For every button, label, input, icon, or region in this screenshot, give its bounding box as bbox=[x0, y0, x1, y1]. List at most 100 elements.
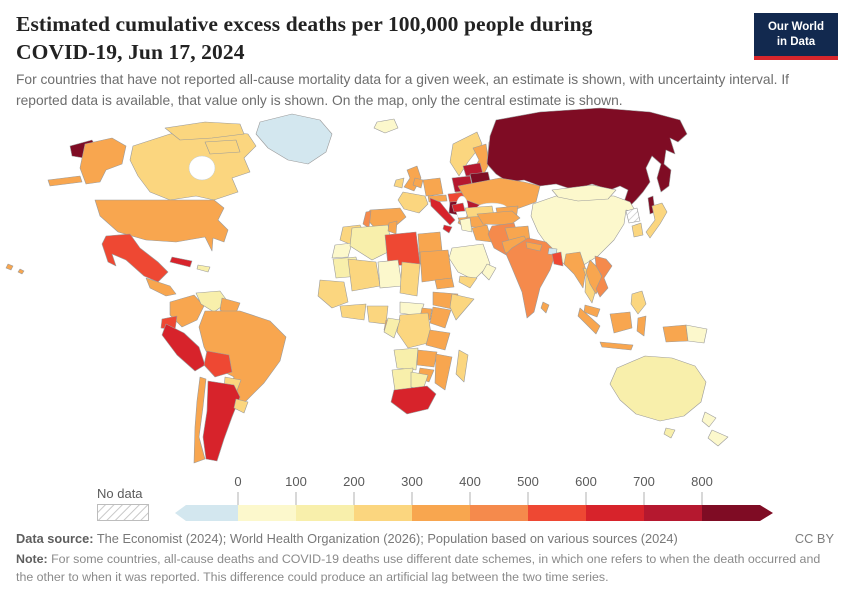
country-kenya[interactable] bbox=[430, 307, 451, 328]
map-legend: No data 0 100 200 300 400 500 600 700 80… bbox=[97, 474, 774, 521]
region-benelux[interactable] bbox=[413, 178, 423, 188]
legend-bin-600-700[interactable] bbox=[586, 505, 644, 521]
country-indonesia[interactable] bbox=[578, 308, 646, 350]
country-dr-congo[interactable] bbox=[397, 313, 432, 348]
country-papua-new-guinea[interactable] bbox=[686, 325, 707, 343]
region-caucasus[interactable] bbox=[452, 203, 465, 212]
chart-header: Estimated cumulative excess deaths per 1… bbox=[16, 10, 740, 67]
country-yemen[interactable] bbox=[459, 276, 477, 288]
country-algeria[interactable] bbox=[350, 225, 392, 260]
chart-subtitle: For countries that have not reported all… bbox=[16, 72, 790, 108]
country-india[interactable] bbox=[506, 238, 556, 318]
legend-bin-200-300[interactable] bbox=[354, 505, 412, 521]
legend-color-bar bbox=[175, 492, 773, 521]
legend-tick-300: 300 bbox=[401, 474, 423, 489]
country-italy[interactable] bbox=[430, 198, 455, 233]
country-nigeria[interactable] bbox=[367, 306, 388, 324]
country-kazakhstan[interactable] bbox=[458, 178, 540, 210]
data-source-text: The Economist (2024); World Health Organ… bbox=[93, 531, 678, 546]
no-data-swatch[interactable] bbox=[97, 504, 149, 521]
legend-bin-0-100[interactable] bbox=[238, 505, 296, 521]
country-japan[interactable] bbox=[646, 203, 667, 238]
country-united-states[interactable] bbox=[95, 200, 228, 251]
legend-tick-100: 100 bbox=[285, 474, 307, 489]
country-new-zealand[interactable] bbox=[702, 412, 728, 446]
country-turkey[interactable] bbox=[477, 211, 520, 225]
country-nepal[interactable] bbox=[526, 242, 542, 251]
hudson-bay bbox=[189, 156, 215, 180]
country-cuba[interactable] bbox=[170, 257, 192, 267]
legend-bin-700-800[interactable] bbox=[644, 505, 702, 521]
country-portugal[interactable] bbox=[363, 211, 371, 228]
license-link[interactable]: CC BY bbox=[794, 531, 834, 546]
country-argentina[interactable] bbox=[203, 381, 240, 461]
country-greenland[interactable] bbox=[256, 114, 332, 164]
country-madagascar[interactable] bbox=[456, 350, 468, 382]
footer-note: Note: For some countries, all-cause deat… bbox=[16, 551, 834, 587]
country-china[interactable] bbox=[531, 196, 636, 266]
legend-color-scale: 0 100 200 300 400 500 600 700 800 bbox=[174, 474, 774, 521]
country-angola[interactable] bbox=[394, 348, 418, 370]
country-philippines[interactable] bbox=[631, 291, 646, 314]
country-ireland[interactable] bbox=[394, 178, 404, 188]
country-south-africa[interactable] bbox=[391, 386, 436, 414]
legend-bin-500-600[interactable] bbox=[528, 505, 586, 521]
world-map bbox=[0, 106, 850, 468]
country-mongolia[interactable] bbox=[552, 185, 616, 201]
region-congo-gabon[interactable] bbox=[384, 318, 400, 338]
logo-line-1: Our World bbox=[767, 21, 824, 33]
country-mexico[interactable] bbox=[102, 234, 168, 282]
legend-tick-0: 0 bbox=[234, 474, 242, 489]
country-niger[interactable] bbox=[378, 260, 402, 288]
country-bangladesh[interactable] bbox=[552, 252, 563, 266]
owid-logo[interactable]: Our World in Data bbox=[754, 13, 838, 60]
country-tanzania[interactable] bbox=[426, 330, 450, 350]
region-hispaniola[interactable] bbox=[197, 265, 210, 272]
country-iceland[interactable] bbox=[374, 119, 398, 133]
country-myanmar[interactable] bbox=[564, 252, 586, 288]
country-zambia[interactable] bbox=[417, 350, 437, 367]
country-germany[interactable] bbox=[423, 178, 443, 196]
country-sri-lanka[interactable] bbox=[541, 302, 549, 313]
country-norway[interactable] bbox=[450, 132, 482, 176]
legend-bin-below-0[interactable] bbox=[175, 505, 238, 521]
region-levant[interactable] bbox=[460, 218, 472, 232]
country-vietnam[interactable] bbox=[595, 256, 612, 297]
chart-footer: Data source: The Economist (2024); World… bbox=[16, 531, 834, 587]
region-canadian-arctic-islands[interactable] bbox=[165, 122, 244, 154]
country-south-korea[interactable] bbox=[632, 223, 643, 237]
country-sudan[interactable] bbox=[420, 250, 452, 282]
legend-tick-600: 600 bbox=[575, 474, 597, 489]
country-united-states-alaska[interactable] bbox=[48, 138, 126, 186]
legend-tick-500: 500 bbox=[517, 474, 539, 489]
legend-bin-400-500[interactable] bbox=[470, 505, 528, 521]
no-data-label: No data bbox=[97, 486, 143, 501]
country-north-korea[interactable] bbox=[626, 208, 640, 223]
region-central-america[interactable] bbox=[146, 278, 176, 296]
country-france[interactable] bbox=[398, 192, 428, 213]
country-mali[interactable] bbox=[348, 259, 380, 291]
country-chile[interactable] bbox=[194, 377, 206, 463]
legend-bin-100-200[interactable] bbox=[296, 505, 354, 521]
region-west-africa[interactable] bbox=[318, 280, 348, 308]
country-somalia[interactable] bbox=[450, 294, 474, 320]
region-hawaii[interactable] bbox=[6, 264, 24, 274]
legend-bin-800-plus[interactable] bbox=[702, 505, 773, 521]
country-mozambique[interactable] bbox=[435, 354, 452, 390]
legend-tick-800: 800 bbox=[691, 474, 713, 489]
region-west-papua[interactable] bbox=[663, 325, 688, 342]
country-uruguay[interactable] bbox=[234, 399, 248, 413]
country-oman[interactable] bbox=[482, 264, 496, 280]
legend-tick-200: 200 bbox=[343, 474, 365, 489]
region-gulf-of-guinea-coast[interactable] bbox=[340, 304, 366, 320]
country-bolivia[interactable] bbox=[204, 351, 232, 377]
region-western-sahara[interactable] bbox=[332, 243, 352, 258]
country-malaysia[interactable] bbox=[584, 305, 600, 317]
country-colombia[interactable] bbox=[170, 295, 204, 327]
country-chad[interactable] bbox=[400, 262, 420, 296]
region-eritrea-djibouti[interactable] bbox=[435, 278, 454, 289]
legend-bin-300-400[interactable] bbox=[412, 505, 470, 521]
country-australia[interactable] bbox=[610, 356, 706, 438]
country-peru[interactable] bbox=[162, 324, 205, 371]
legend-no-data: No data bbox=[97, 486, 149, 521]
